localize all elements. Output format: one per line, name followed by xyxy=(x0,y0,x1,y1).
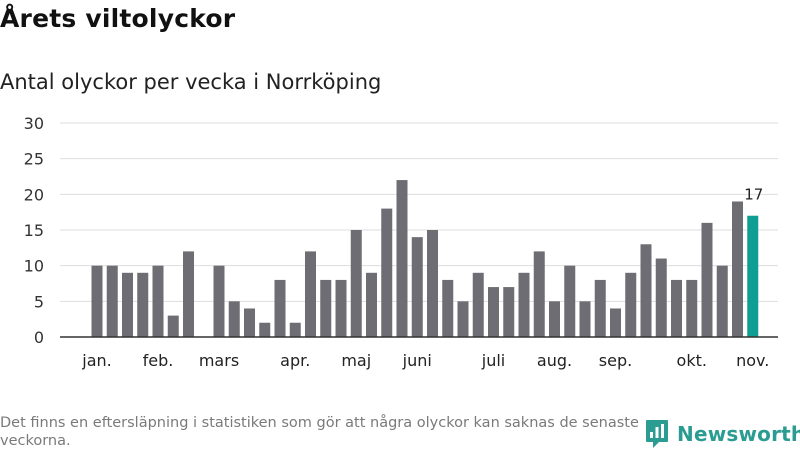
bar xyxy=(610,308,621,337)
x-tick-label: nov. xyxy=(736,351,769,370)
bar xyxy=(640,244,652,337)
bar xyxy=(533,251,545,337)
y-tick-label: 5 xyxy=(34,292,44,311)
footnote: Det finns en eftersläpning i statistiken… xyxy=(0,415,639,449)
bar xyxy=(579,301,591,337)
y-tick-label: 10 xyxy=(24,257,44,276)
bar xyxy=(411,237,423,337)
bar xyxy=(106,265,118,337)
bar xyxy=(686,279,698,337)
bar xyxy=(335,279,347,337)
brand-name: Newsworthy xyxy=(677,422,800,446)
x-tick-label: feb. xyxy=(143,351,174,370)
bar-chart: 0 5 10 15 20 25 30 jan. feb. mars apr. maj juni juli a… xyxy=(24,114,778,370)
bar xyxy=(427,230,438,337)
bar xyxy=(183,251,194,337)
x-tick-label: apr. xyxy=(280,351,310,370)
bar xyxy=(549,301,560,337)
bar xyxy=(381,208,393,337)
bar xyxy=(305,251,316,337)
highlighted-bar xyxy=(747,215,759,337)
x-tick-label: okt. xyxy=(677,351,707,370)
chart-title: Årets viltolyckor xyxy=(0,4,236,33)
y-tick-label: 20 xyxy=(24,185,44,204)
bar xyxy=(488,287,499,337)
bar xyxy=(122,272,133,337)
bar xyxy=(518,272,530,337)
x-tick-label: juni xyxy=(402,351,432,370)
bar xyxy=(594,279,606,337)
bar xyxy=(244,308,255,337)
bar xyxy=(472,272,484,337)
data-label: 17 xyxy=(744,186,763,204)
y-tick-label: 15 xyxy=(24,221,44,240)
bar xyxy=(655,258,667,337)
x-tick-label: aug. xyxy=(537,351,572,370)
y-tick-label: 0 xyxy=(34,328,44,347)
bar xyxy=(732,201,743,337)
bar xyxy=(716,265,728,337)
brand-logo[interactable]: Newsworthy xyxy=(645,418,800,450)
bar xyxy=(259,322,271,337)
bar xyxy=(213,265,225,337)
x-tick-label: maj xyxy=(341,351,371,370)
bar xyxy=(91,265,103,337)
x-tick-label: sep. xyxy=(599,351,632,370)
bar xyxy=(274,279,286,337)
bar xyxy=(152,265,164,337)
bar xyxy=(503,287,515,337)
bar xyxy=(137,272,149,337)
y-tick-label: 25 xyxy=(24,150,44,169)
bar xyxy=(442,279,454,337)
bar xyxy=(396,180,408,337)
bar xyxy=(289,322,301,337)
chart-subtitle: Antal olyckor per vecka i Norrköping xyxy=(0,70,382,94)
bar xyxy=(366,272,377,337)
bar xyxy=(320,279,332,337)
bar xyxy=(564,265,576,337)
bar xyxy=(228,301,240,337)
newsworthy-logo-icon xyxy=(646,420,668,448)
x-tick-label: jan. xyxy=(81,351,111,370)
bar xyxy=(701,222,713,337)
bar xyxy=(625,272,637,337)
y-tick-label: 30 xyxy=(24,114,44,133)
x-tick-label: mars xyxy=(199,351,239,370)
bar xyxy=(457,301,469,337)
x-tick-label: juli xyxy=(481,351,505,370)
bar xyxy=(671,279,682,337)
bar xyxy=(350,230,362,337)
bar xyxy=(167,315,179,337)
